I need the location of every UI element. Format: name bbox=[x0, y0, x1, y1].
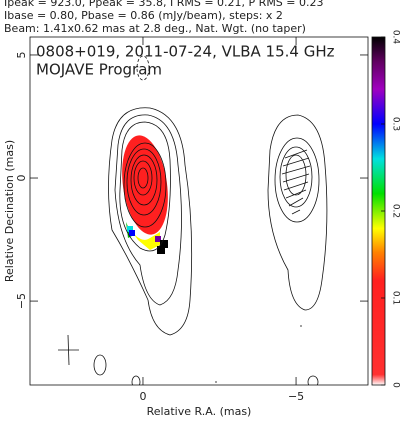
beam bbox=[58, 334, 79, 366]
core-color bbox=[160, 240, 168, 248]
plot-frame bbox=[29, 36, 369, 386]
annotation: MOJAVE Program bbox=[36, 61, 162, 79]
core-color bbox=[127, 225, 160, 250]
x-tick-label: −5 bbox=[288, 390, 304, 403]
core-color bbox=[157, 246, 165, 254]
y-tick-label: 5 bbox=[15, 51, 28, 58]
contours bbox=[93, 55, 319, 385]
y-tick-label: −5 bbox=[15, 293, 28, 309]
core-color bbox=[129, 230, 135, 236]
annotation: 0808+019, 2011-07-24, VLBA 15.4 GHz bbox=[36, 43, 335, 61]
y-tick-label: 0 bbox=[15, 175, 28, 182]
header-line: Ipeak = 923.0, Ppeak = 35.8, I RMS = 0.2… bbox=[4, 0, 324, 9]
map bbox=[58, 55, 328, 385]
colorbar-tick-label: 0.2 bbox=[391, 204, 401, 218]
colorbar-tick-label: 0.3 bbox=[391, 117, 401, 131]
x-tick-label: 0 bbox=[139, 390, 146, 403]
x-axis-label: Relative R.A. (mas) bbox=[147, 405, 252, 418]
colorbar-tick-label: 0.1 bbox=[391, 291, 401, 305]
core-color bbox=[127, 226, 133, 232]
header-line: Ibase = 0.80, Pbase = 0.86 (mJy/beam), s… bbox=[4, 9, 283, 22]
header-line: Beam: 1.41x0.62 mas at 2.8 deg., Nat. Wg… bbox=[4, 22, 306, 35]
y-axis-label: Relative Decination (mas) bbox=[3, 140, 16, 282]
colorbar-tick-label: 0 bbox=[391, 382, 401, 388]
core-color bbox=[122, 135, 168, 235]
pol-contours bbox=[267, 114, 328, 311]
core-color bbox=[155, 236, 161, 242]
colorbar-tick-label: 0.4 bbox=[391, 30, 401, 45]
